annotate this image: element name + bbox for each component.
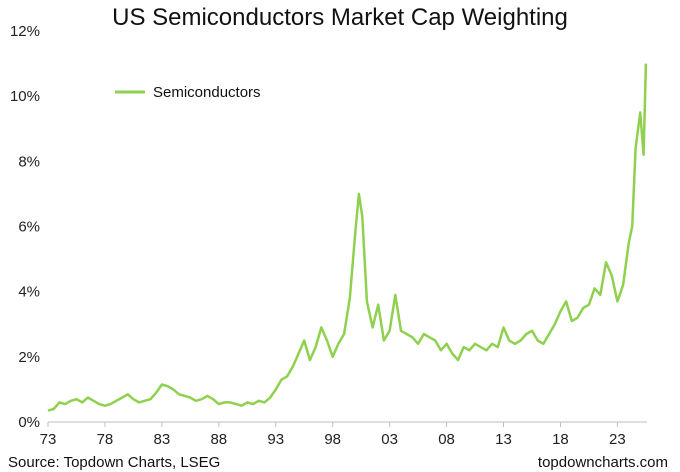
x-tick-label: 78 — [97, 431, 114, 448]
y-tick-label: 0% — [18, 414, 40, 431]
y-tick-label: 8% — [18, 153, 40, 170]
series-line-semiconductors — [47, 63, 648, 412]
x-tick-label: 08 — [438, 431, 455, 448]
y-tick-label: 10% — [10, 88, 40, 105]
y-axis: 0% 2% 4% 6% 8% 10% 12% — [10, 23, 40, 431]
x-tick-label: 23 — [609, 431, 626, 448]
y-tick-label: 2% — [18, 349, 40, 366]
x-tick-label: 98 — [324, 431, 341, 448]
series-layer — [47, 63, 648, 412]
y-tick-label: 6% — [18, 219, 40, 236]
x-tick-label: 03 — [381, 431, 398, 448]
y-tick-label: 12% — [10, 23, 40, 40]
y-tick-label: 4% — [18, 284, 40, 301]
source-note: Source: Topdown Charts, LSEG — [8, 454, 220, 471]
legend-label: Semiconductors — [153, 84, 261, 101]
x-tick-label: 93 — [267, 431, 284, 448]
legend: Semiconductors — [115, 84, 261, 101]
brand-label: topdowncharts.com — [538, 454, 668, 471]
x-tick-label: 88 — [210, 431, 227, 448]
chart-title: US Semiconductors Market Cap Weighting — [112, 4, 568, 31]
x-tick-label: 18 — [552, 431, 569, 448]
x-tick-label: 13 — [495, 431, 512, 448]
x-tick-label: 73 — [40, 431, 57, 448]
x-tick-label: 83 — [154, 431, 171, 448]
x-axis: 73 78 83 88 93 98 03 08 13 18 23 — [40, 422, 626, 448]
